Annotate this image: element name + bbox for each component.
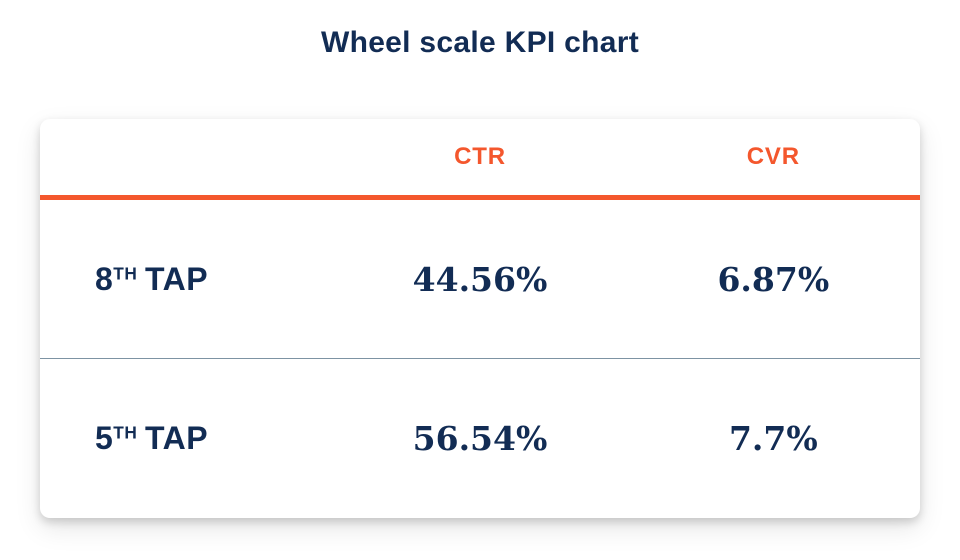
table-row: 8TH TAP 44.56% 6.87% xyxy=(40,200,920,358)
cvr-value-8th-tap: 6.87% xyxy=(717,259,830,299)
row-label-word: TAP xyxy=(144,260,209,297)
ctr-value-5th-tap: 56.54% xyxy=(412,419,548,458)
row-label-word: TAP xyxy=(144,420,209,456)
row-rank: 5 xyxy=(95,420,114,456)
row-label-5th-tap: 5TH TAP xyxy=(40,420,333,457)
table-row: 5TH TAP 56.54% 7.7% xyxy=(40,359,920,518)
page-title: Wheel scale KPI chart xyxy=(320,26,640,59)
row-rank: 8 xyxy=(95,260,114,297)
column-header-cvr: CVR xyxy=(746,143,800,170)
cvr-value-5th-tap: 7.7% xyxy=(728,419,818,458)
column-header-ctr: CTR xyxy=(454,143,506,170)
row-label-8th-tap: 8TH TAP xyxy=(40,261,333,298)
header-underline-rule xyxy=(40,195,920,200)
table-header-row: CTR CVR xyxy=(40,119,920,195)
row-divider-line xyxy=(40,358,920,359)
kpi-table-card: CTR CVR 8TH TAP 44.56% 6.87% 5TH TAP 56.54… xyxy=(40,119,920,518)
ctr-value-8th-tap: 44.56% xyxy=(412,259,548,299)
row-ordinal: TH xyxy=(113,262,138,283)
row-ordinal: TH xyxy=(113,422,138,443)
